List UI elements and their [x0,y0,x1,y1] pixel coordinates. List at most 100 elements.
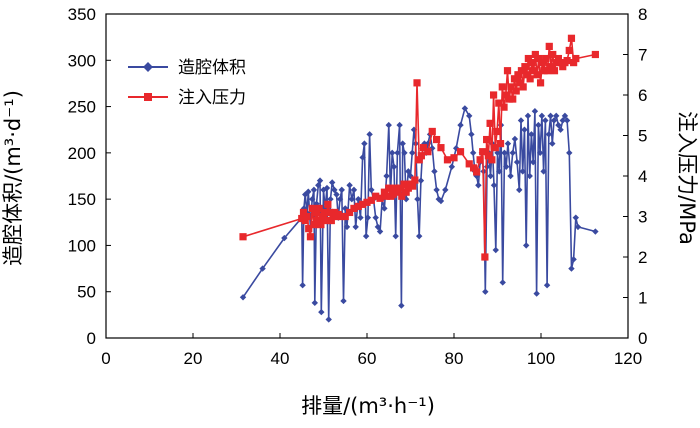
data-point [409,182,417,190]
data-point [431,168,438,175]
data-point [504,140,512,147]
data-point [316,177,324,184]
data-point [501,149,508,157]
y-right-tick-label: 6 [638,86,647,105]
data-point [555,121,562,129]
x-tick-label: 120 [614,349,642,368]
data-point [305,225,313,233]
data-point [567,34,576,42]
data-point [456,148,465,156]
data-point [443,156,452,164]
data-point [450,154,458,162]
data-point [411,176,419,184]
x-tick-label: 80 [445,349,464,368]
data-point [565,46,573,55]
data-point [372,214,379,221]
data-point [519,83,527,91]
data-point [517,117,525,124]
data-point [486,119,494,127]
y-right-tick-label: 5 [638,127,647,146]
data-point [313,216,322,225]
data-point [572,214,579,221]
data-point [561,112,569,120]
data-point [517,67,526,75]
data-point [322,216,330,225]
data-point [574,223,582,231]
data-point [259,265,266,272]
data-point [428,127,436,136]
data-point [553,112,560,120]
data-point [400,180,408,188]
data-point [468,131,475,138]
data-point [350,204,358,212]
data-point [424,148,432,156]
data-point [413,79,421,87]
data-point [391,184,399,192]
data-point [239,294,247,301]
data-point [461,105,469,112]
data-point [492,246,499,254]
data-point [396,121,403,129]
data-point [346,182,353,189]
data-point [557,126,564,133]
data-point [350,186,358,194]
data-point [531,108,539,115]
data-point [591,50,599,59]
data-point [473,168,481,176]
data-point [536,79,545,87]
data-point [419,144,428,152]
data-point [526,75,534,83]
data-point [382,192,391,200]
data-point [563,56,571,65]
data-point [317,221,325,229]
data-point [435,195,442,203]
data-point [536,149,544,157]
y-right-tick-label: 1 [638,289,647,308]
data-point [550,67,559,75]
data-point [531,50,539,59]
data-point [389,190,397,198]
data-point [399,140,406,147]
data-point [535,54,543,63]
data-point [376,194,384,202]
data-point [516,186,523,194]
data-point [554,54,562,63]
legend: 造腔体积 注入压力 [128,58,246,108]
legend-label-volume: 造腔体积 [178,58,246,78]
data-point [481,253,489,261]
data-point [331,186,338,194]
data-point [318,308,325,316]
data-point [543,67,552,75]
data-point [405,168,412,175]
data-point [547,63,555,71]
data-point [495,99,503,107]
y-left-tick-label: 50 [77,283,96,302]
data-point [311,299,318,307]
data-point [333,191,340,198]
data-point [409,149,416,157]
data-point [543,282,551,289]
data-point [357,214,364,221]
data-point [340,297,347,305]
data-point [507,83,515,91]
data-point [528,59,536,67]
data-point [502,91,510,99]
data-point [570,59,578,67]
data-point [376,228,384,235]
y-right-axis-title: 注入压力/MPa [675,111,699,245]
data-point [366,131,373,138]
data-point [545,42,553,50]
data-point [337,212,345,221]
data-point [367,196,375,204]
data-point [310,221,318,229]
data-point [312,208,320,217]
data-point [535,121,542,129]
data-point [469,164,478,172]
data-point [324,200,332,208]
data-point [327,195,334,203]
data-point [396,184,404,192]
data-point [483,135,491,144]
data-point [484,152,492,160]
data-point [401,149,408,157]
